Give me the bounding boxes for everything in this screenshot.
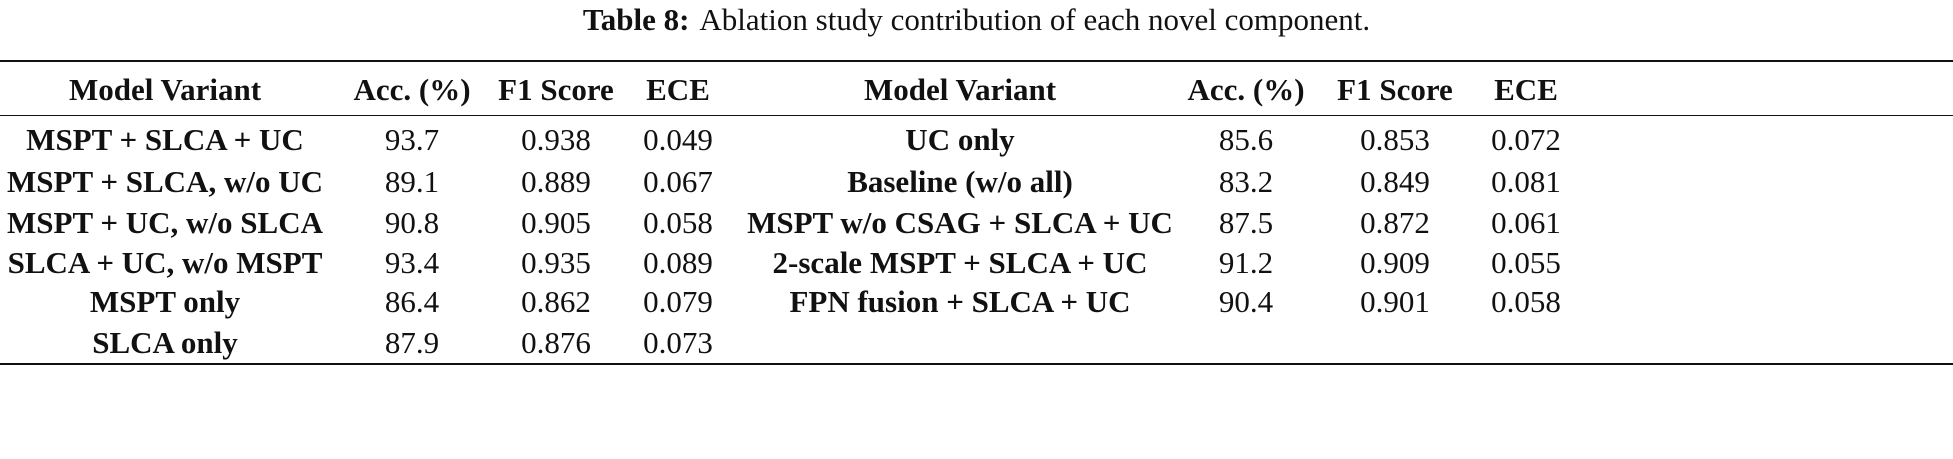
column-header: Model Variant — [68, 72, 262, 107]
metric-cell: 90.4 — [1218, 284, 1274, 319]
model-variant: MSPT only — [89, 284, 241, 319]
caption-text: Ablation study contribution of each nove… — [699, 2, 1371, 37]
column-header: ECE — [646, 72, 710, 107]
table-caption: Table 8: Ablation study contribution of e… — [0, 0, 1953, 40]
metric-cell: 0.058 — [1491, 284, 1561, 319]
metric-cell: 0.909 — [1360, 245, 1430, 280]
metric-cell: 86.4 — [384, 284, 440, 319]
metric-cell: 0.935 — [521, 245, 591, 280]
metric-cell: 0.089 — [643, 245, 713, 280]
bottom-rule — [0, 363, 1953, 365]
model-variant: FPN fusion + SLCA + UC — [789, 284, 1131, 319]
metric-cell: 83.2 — [1218, 164, 1274, 199]
caption-label: Table 8: — [582, 2, 690, 37]
model-variant: 2-scale MSPT + SLCA + UC — [772, 245, 1148, 280]
column-header: F1 Score — [498, 72, 614, 107]
column-header: Acc. (%) — [353, 72, 471, 107]
metric-cell: 0.889 — [521, 164, 591, 199]
model-variant: MSPT + UC, w/o SLCA — [7, 205, 323, 240]
metric-cell: 0.862 — [521, 284, 591, 319]
top-rule — [0, 60, 1953, 62]
metric-cell: 0.849 — [1360, 164, 1430, 199]
metric-cell: 0.081 — [1491, 164, 1561, 199]
metric-cell: 93.7 — [384, 122, 440, 157]
metric-cell: 0.061 — [1491, 205, 1561, 240]
metric-cell: 93.4 — [384, 245, 440, 280]
metric-cell: 0.058 — [643, 205, 713, 240]
model-variant: SLCA only — [92, 325, 238, 360]
metric-cell: 87.5 — [1218, 205, 1274, 240]
metric-cell: 0.055 — [1491, 245, 1561, 280]
metric-cell: 0.049 — [643, 122, 713, 157]
model-variant: MSPT + SLCA, w/o UC — [7, 164, 323, 199]
metric-cell: 0.901 — [1360, 284, 1430, 319]
header-rule — [0, 115, 1953, 116]
model-variant: SLCA + UC, w/o MSPT — [7, 245, 323, 280]
metric-cell: 90.8 — [384, 205, 440, 240]
model-variant: Baseline (w/o all) — [847, 164, 1073, 199]
model-variant: MSPT w/o CSAG + SLCA + UC — [747, 205, 1173, 240]
column-header: F1 Score — [1337, 72, 1453, 107]
metric-cell: 91.2 — [1218, 245, 1274, 280]
metric-cell: 0.876 — [521, 325, 591, 360]
model-variant: UC only — [905, 122, 1015, 157]
metric-cell: 0.905 — [521, 205, 591, 240]
metric-cell: 0.079 — [643, 284, 713, 319]
metric-cell: 0.073 — [643, 325, 713, 360]
metric-cell: 0.853 — [1360, 122, 1430, 157]
metric-cell: 0.067 — [643, 164, 713, 199]
metric-cell: 0.872 — [1360, 205, 1430, 240]
metric-cell: 89.1 — [384, 164, 440, 199]
metric-cell: 0.072 — [1491, 122, 1561, 157]
metric-cell: 85.6 — [1218, 122, 1274, 157]
column-header: ECE — [1494, 72, 1558, 107]
metric-cell: 0.938 — [521, 122, 591, 157]
column-header: Model Variant — [863, 72, 1057, 107]
column-header: Acc. (%) — [1187, 72, 1305, 107]
metric-cell: 87.9 — [384, 325, 440, 360]
model-variant: MSPT + SLCA + UC — [26, 122, 304, 157]
